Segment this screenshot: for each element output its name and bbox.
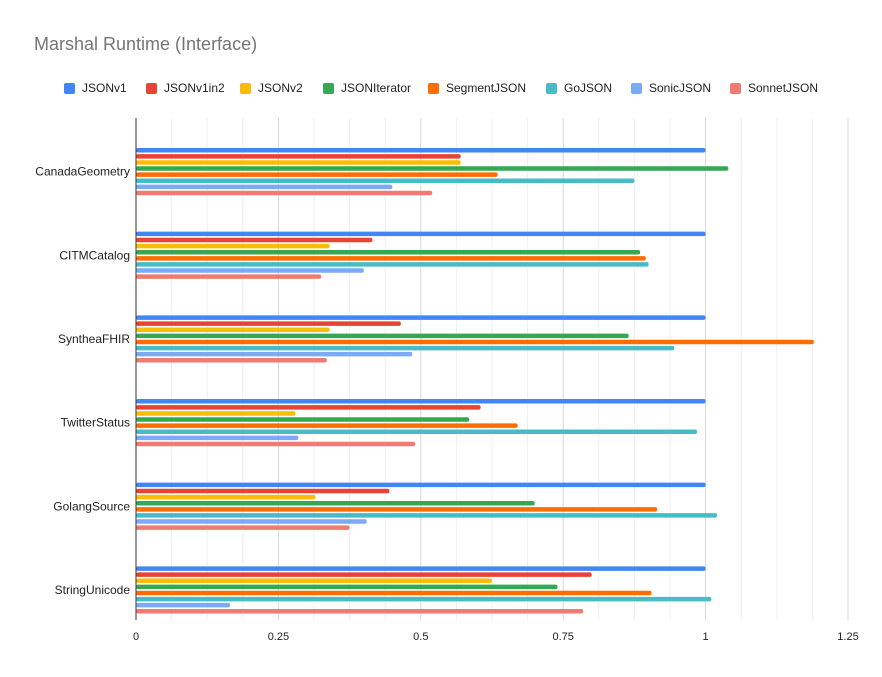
legend-item-jsonv1: JSONv1	[64, 80, 127, 96]
bar-sonnetjson-golangsource	[136, 525, 350, 530]
bar-sonicjson-syntheafhir	[136, 351, 413, 357]
category-label: SyntheaFHIR	[58, 332, 130, 346]
bar-jsoniterator-canadageometry	[136, 166, 729, 171]
bar-jsonv2-golangsource	[136, 494, 316, 500]
legend-label: JSONIterator	[341, 81, 412, 95]
legend-swatch	[64, 82, 75, 94]
legend-item-sonicjson: SonicJSON	[631, 80, 711, 96]
legend-swatch	[546, 82, 557, 94]
legend-swatch	[240, 82, 251, 94]
bar-jsoniterator-golangsource	[136, 500, 535, 506]
bar-gojson-twitterstatus	[136, 429, 698, 434]
bar-sonicjson-stringunicode	[136, 602, 230, 608]
chart-title: Marshal Runtime (Interface)	[34, 34, 258, 54]
bar-jsonv2-stringunicode	[136, 578, 492, 584]
bar-gojson-citmcatalog	[136, 262, 649, 267]
bar-segmentjson-stringunicode	[136, 590, 652, 596]
bar-jsoniterator-twitterstatus	[136, 417, 470, 422]
legend-label: JSONv2	[258, 81, 303, 95]
bar-jsonv1in2-canadageometry	[136, 154, 461, 159]
legend-label: JSONv1in2	[164, 81, 225, 95]
legend-swatch	[631, 82, 642, 94]
legend-swatch	[146, 82, 157, 94]
x-tick-label: 0.75	[552, 631, 573, 643]
bar-jsonv1in2-stringunicode	[136, 572, 592, 577]
category-label: GolangSource	[53, 499, 130, 513]
bar-segmentjson-syntheafhir	[136, 339, 814, 345]
legend-swatch	[323, 82, 334, 94]
legend-item-jsoniterator: JSONIterator	[323, 80, 411, 96]
bar-segmentjson-twitterstatus	[136, 423, 518, 428]
category-label: CanadaGeometry	[35, 165, 130, 179]
bar-jsoniterator-syntheafhir	[136, 333, 629, 339]
bar-sonnetjson-syntheafhir	[136, 358, 327, 363]
bar-jsonv1-syntheafhir	[136, 315, 706, 320]
legend: JSONv1 JSONv1in2 JSONv2 JSONIterator Segment…	[0, 80, 882, 96]
bar-jsonv2-canadageometry	[136, 160, 461, 165]
bar-segmentjson-canadageometry	[136, 172, 498, 177]
legend-swatch	[428, 82, 439, 94]
bar-sonicjson-golangsource	[136, 519, 367, 524]
bar-jsonv1-golangsource	[136, 482, 706, 488]
legend-item-jsonv2: JSONv2	[240, 80, 303, 96]
bar-jsonv1-twitterstatus	[136, 399, 706, 404]
legend-item-gojson: GoJSON	[546, 80, 612, 96]
bar-sonicjson-citmcatalog	[136, 268, 364, 273]
bar-sonnetjson-twitterstatus	[136, 441, 416, 447]
legend-item-sonnetjson: SonnetJSON	[730, 80, 818, 96]
category-label: CITMCatalog	[59, 248, 130, 262]
bar-gojson-golangsource	[136, 513, 717, 518]
legend-label: SonicJSON	[649, 81, 712, 95]
bar-jsoniterator-citmcatalog	[136, 249, 641, 255]
bar-sonnetjson-stringunicode	[136, 609, 584, 614]
legend-item-segmentjson: SegmentJSON	[428, 80, 526, 96]
x-tick-label: 1.25	[837, 631, 858, 643]
bar-jsonv1in2-golangsource	[136, 488, 390, 494]
x-tick-label: 0.25	[268, 631, 289, 643]
category-label: StringUnicode	[55, 583, 131, 597]
bar-segmentjson-citmcatalog	[136, 256, 646, 261]
legend-label: JSONv1	[82, 81, 127, 95]
bar-jsonv1-citmcatalog	[136, 231, 706, 237]
legend-label: SegmentJSON	[446, 81, 527, 95]
bar-segmentjson-golangsource	[136, 507, 658, 512]
bar-jsonv2-syntheafhir	[136, 327, 330, 333]
bar-sonnetjson-citmcatalog	[136, 274, 322, 279]
bar-gojson-canadageometry	[136, 178, 635, 183]
bar-jsonv1in2-citmcatalog	[136, 237, 373, 243]
bar-sonicjson-twitterstatus	[136, 435, 299, 441]
bar-sonnetjson-canadageometry	[136, 190, 433, 196]
x-tick-label: 0	[133, 631, 139, 643]
bar-jsonv2-citmcatalog	[136, 243, 330, 249]
legend-swatch	[730, 82, 741, 94]
category-label: TwitterStatus	[61, 416, 130, 430]
bar-jsonv1in2-twitterstatus	[136, 405, 481, 410]
bar-jsonv1-stringunicode	[136, 566, 706, 571]
legend-item-jsonv1in2: JSONv1in2	[146, 80, 225, 96]
bar-jsoniterator-stringunicode	[136, 584, 558, 590]
legend-label: SonnetJSON	[748, 81, 819, 95]
bar-gojson-syntheafhir	[136, 345, 675, 351]
bar-sonicjson-canadageometry	[136, 184, 393, 190]
bar-jsonv2-twitterstatus	[136, 411, 296, 416]
legend-label: GoJSON	[564, 81, 613, 95]
x-tick-label: 1	[703, 631, 709, 643]
bar-jsonv1-canadageometry	[136, 148, 706, 153]
x-tick-label: 0.5	[413, 631, 428, 643]
bar-jsonv1in2-syntheafhir	[136, 321, 401, 326]
bar-gojson-stringunicode	[136, 596, 712, 602]
